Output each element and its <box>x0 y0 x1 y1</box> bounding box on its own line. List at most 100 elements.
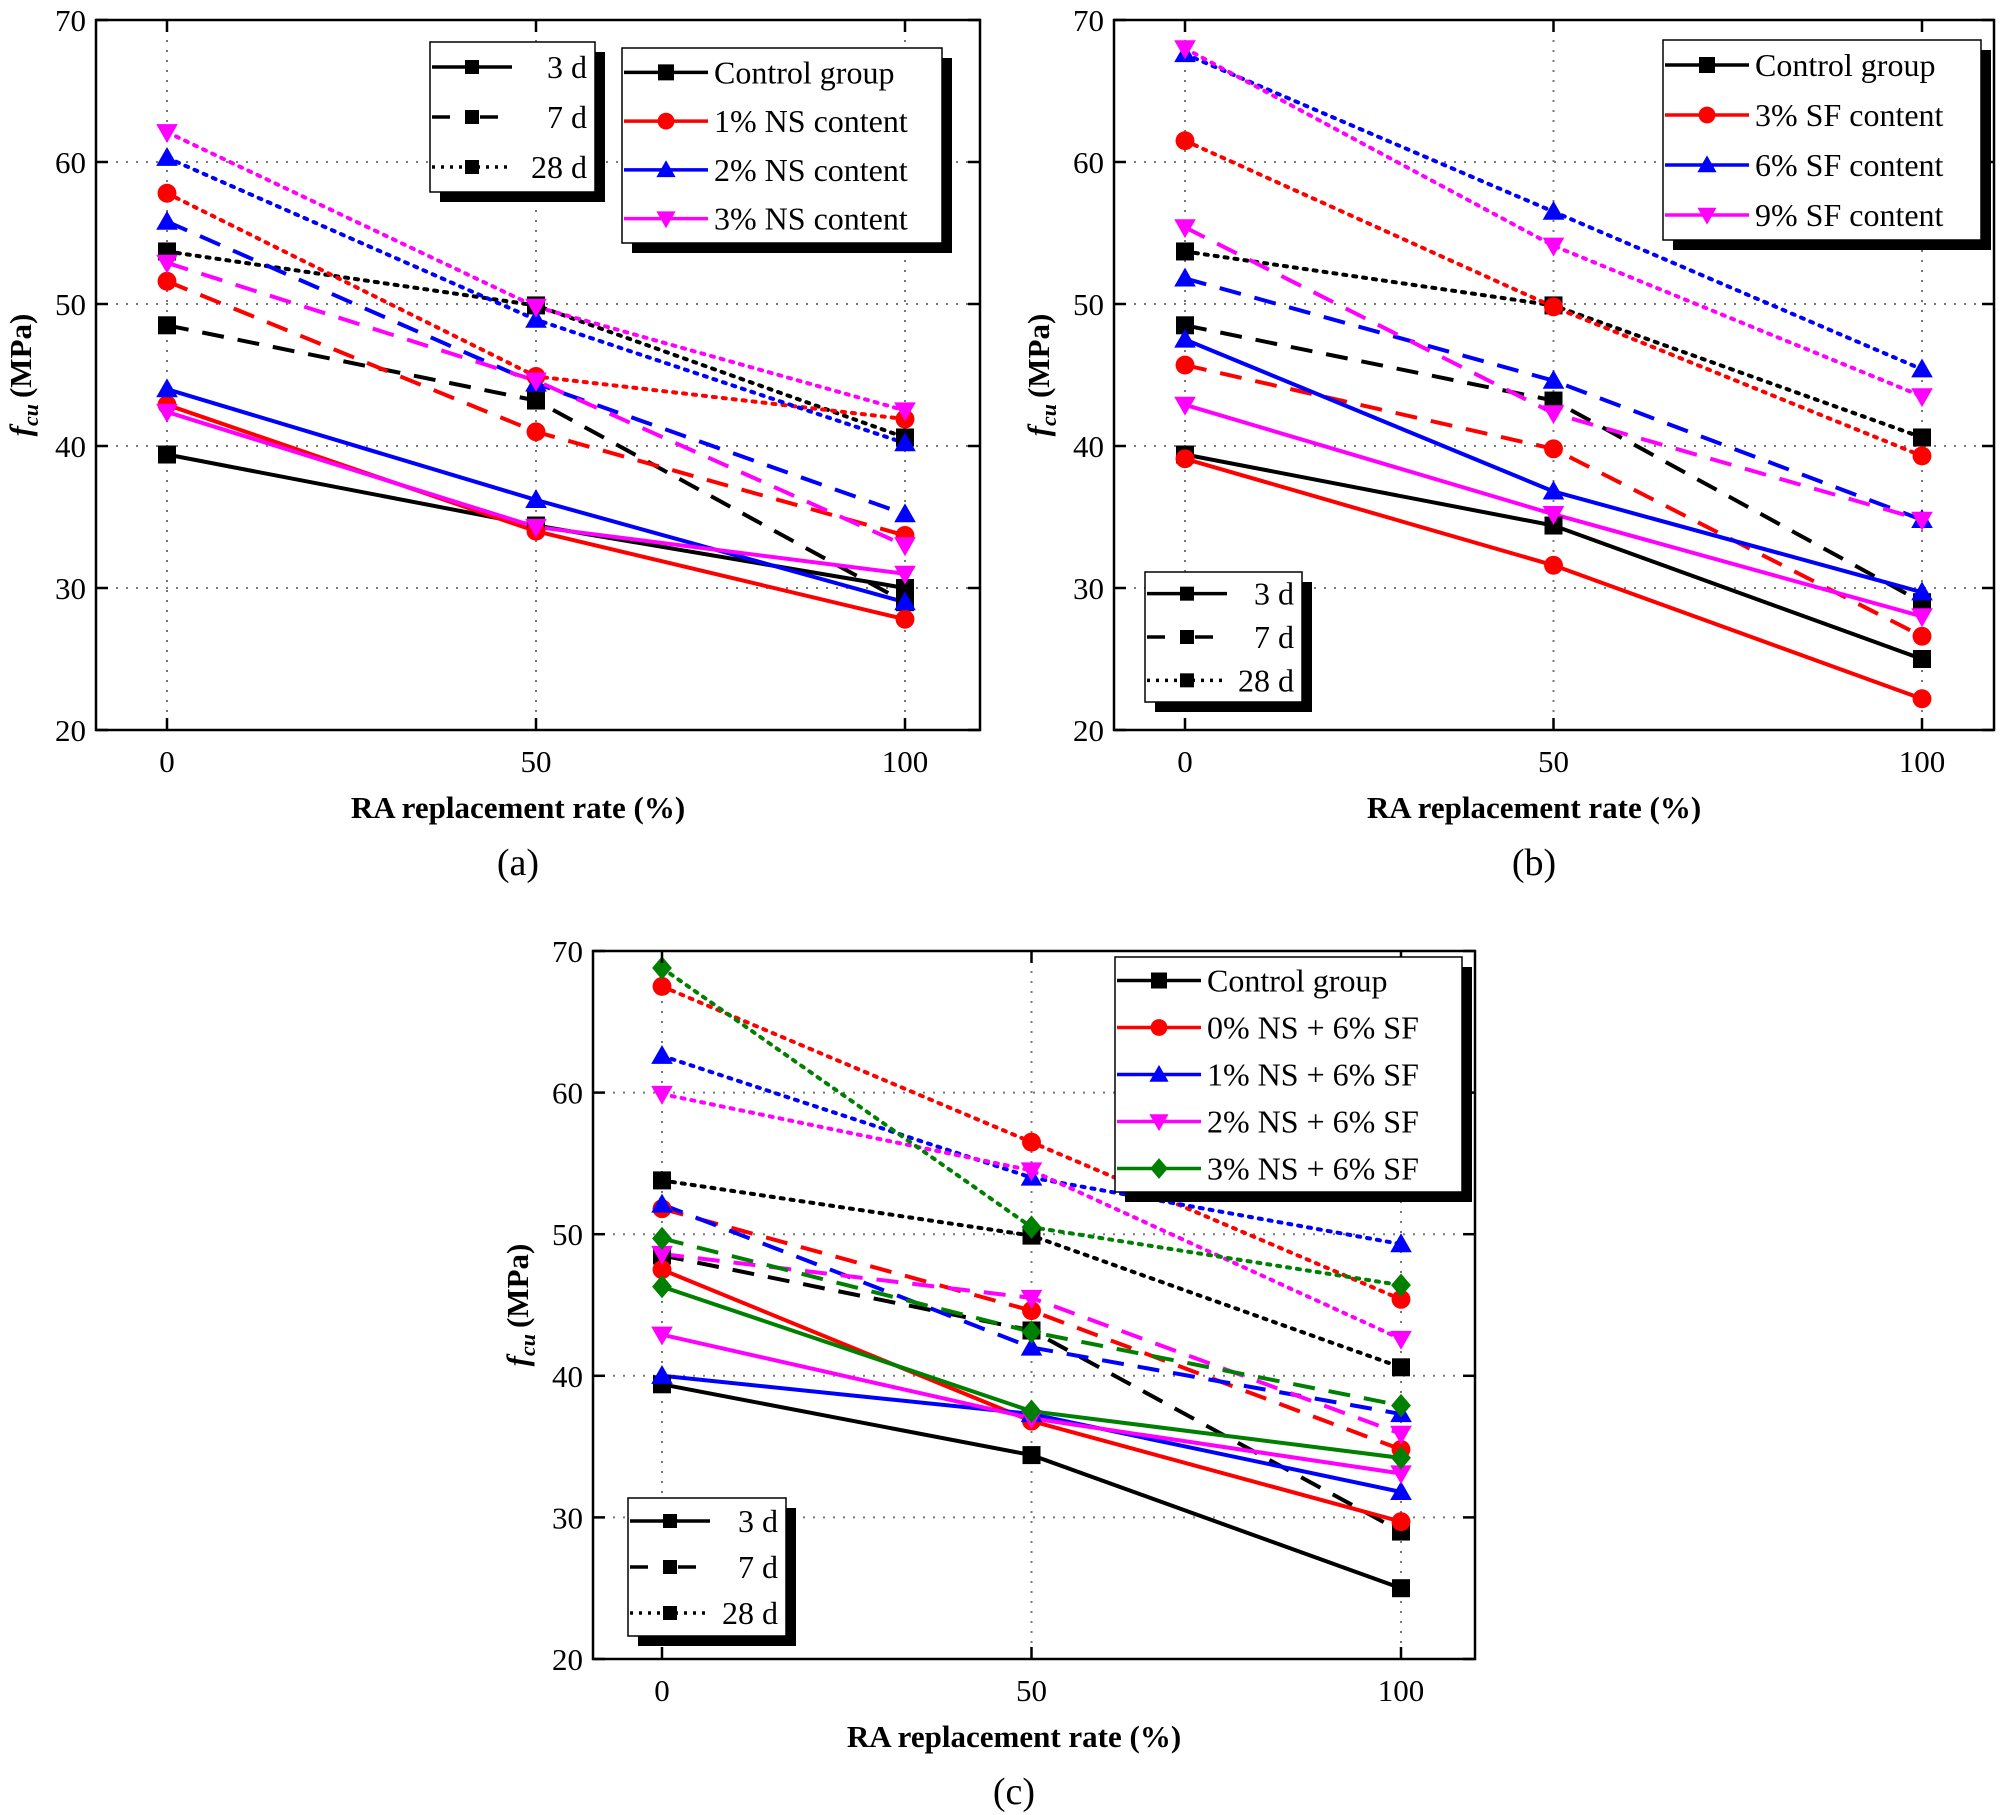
legend-marker-triangle-down-icon <box>656 211 676 229</box>
data-point-3-ns-6-sf-28d-50 <box>1021 1215 1042 1239</box>
data-point-2-ns-content-3d-50 <box>525 489 547 509</box>
legend-marker-square-icon <box>1180 630 1194 644</box>
data-point-1-ns-content-7d-50 <box>526 422 546 442</box>
ticks-c: 20 30 40 50 60 70 0 50 100 <box>552 934 1475 1708</box>
legend-label: 28 d <box>722 1595 778 1631</box>
y-tick-label: 40 <box>552 1359 583 1394</box>
y-axis-symbol-b: f <box>1021 423 1056 436</box>
data-point-3-ns-content-7d-50 <box>525 372 547 392</box>
data-point-6-sf-content-28d-100 <box>1911 358 1933 378</box>
data-point-1-ns-6-sf-3d-0 <box>651 1365 673 1384</box>
y-tick-label: 50 <box>1073 287 1104 322</box>
x-tick-label: 100 <box>1378 1673 1425 1708</box>
legend-label: Control group <box>1755 47 1935 83</box>
y-tick-label: 50 <box>55 287 86 322</box>
y-tick-label: 70 <box>552 934 583 969</box>
panel-label-b: (b) <box>1512 842 1556 884</box>
data-point-2-ns-6-sf-7d-100 <box>1390 1425 1412 1445</box>
y-tick-label: 60 <box>552 1076 583 1111</box>
data-point-9-sf-content-3d-0 <box>1174 396 1196 416</box>
legend-label: 3% NS content <box>714 201 908 237</box>
data-point-3-sf-content-7d-100 <box>1912 626 1932 646</box>
y-axis-subscript-b: cu <box>1036 404 1061 426</box>
data-point-1-ns-content-7d-0 <box>157 271 177 291</box>
y-tick-label: 20 <box>552 1642 583 1677</box>
y-axis-title-b: fcu (MPa) <box>1021 314 1061 437</box>
y-axis-title-c: fcu (MPa) <box>500 1244 540 1367</box>
panel-label-a: (a) <box>497 842 539 884</box>
data-point-2-ns-6-sf-7d-50 <box>1020 1289 1043 1309</box>
x-tick-label: 100 <box>882 744 929 779</box>
data-point-9-sf-content-28d-50 <box>1542 237 1565 257</box>
data-point-9-sf-content-28d-100 <box>1911 388 1933 408</box>
legend-label: 3 d <box>738 1503 778 1539</box>
data-point-control-group-3d-100 <box>1913 650 1931 668</box>
data-point-2-ns-6-sf-3d-0 <box>651 1326 673 1346</box>
y-tick-label: 60 <box>1073 145 1104 180</box>
data-point-control-group-3d-100 <box>1392 1579 1410 1598</box>
data-point-2-ns-6-sf-28d-100 <box>1390 1330 1412 1350</box>
data-point-3-ns-6-sf-7d-100 <box>1391 1393 1411 1418</box>
data-point-3-ns-content-7d-100 <box>894 537 916 557</box>
y-tick-label: 30 <box>552 1500 583 1535</box>
data-point-2-ns-content-28d-0 <box>156 146 178 166</box>
ticks-b: 20 30 40 50 60 70 0 50 100 <box>1073 3 1994 779</box>
data-point-2-ns-content-28d-100 <box>894 432 916 452</box>
data-point-2-ns-6-sf-28d-50 <box>1020 1162 1043 1182</box>
legend-label: 7 d <box>738 1549 778 1585</box>
data-point-1-ns-6-sf-7d-50 <box>1020 1336 1043 1356</box>
y-tick-label: 30 <box>55 571 86 606</box>
y-tick-label: 60 <box>55 145 86 180</box>
legend-marker-square-icon <box>1180 673 1194 688</box>
data-point-1-ns-6-sf-3d-100 <box>1390 1481 1412 1501</box>
data-point-3-sf-content-3d-0 <box>1175 449 1195 469</box>
legend-label: 9% SF content <box>1755 197 1944 233</box>
legend-label: 0% NS + 6% SF <box>1207 1010 1419 1046</box>
data-point-1-ns-6-sf-28d-0 <box>651 1044 673 1064</box>
legend-marker-square-icon <box>1151 972 1167 989</box>
data-point-3-ns-6-sf-28d-0 <box>652 956 672 980</box>
data-point-6-sf-content-3d-100 <box>1911 581 1933 601</box>
data-point-0-ns-6-sf-7d-50 <box>1022 1301 1041 1321</box>
panel-b: 20 30 40 50 60 70 0 50 100 RA replacement rate (… <box>1021 3 1996 884</box>
group-legend-a: Control group 1% NS content 2% NS content 3… <box>621 47 952 253</box>
data-point-3-ns-content-28d-50 <box>525 298 547 318</box>
series-line-3-ns-content-7d <box>166 260 906 548</box>
legend-label: 28 d <box>531 149 587 185</box>
data-point-3-ns-6-sf-3d-50 <box>1021 1399 1042 1423</box>
y-axis-unit-c: (MPa) <box>500 1244 535 1328</box>
series-line-6-sf-content-7d <box>1184 276 1923 522</box>
legend-label: 7 d <box>547 99 587 135</box>
x-tick-label: 50 <box>521 744 552 779</box>
y-tick-label: 40 <box>55 429 86 464</box>
data-point-9-sf-content-7d-0 <box>1174 219 1196 239</box>
data-point-6-sf-content-3d-50 <box>1542 480 1565 500</box>
legend-marker-triangle-down-icon <box>1149 1114 1169 1132</box>
legend-marker-square-icon <box>663 1560 677 1574</box>
series-c <box>651 956 1412 1598</box>
x-tick-label: 0 <box>654 1673 670 1708</box>
data-point-control-group-28d-0 <box>1176 242 1194 261</box>
legend-marker-square-icon <box>1180 586 1194 601</box>
data-point-0-ns-6-sf-28d-50 <box>1022 1132 1041 1152</box>
data-point-control-group-28d-100 <box>1392 1358 1410 1377</box>
data-point-3-ns-content-7d-0 <box>156 254 178 274</box>
series-line-2-ns-6-sf-28d <box>660 1092 1403 1341</box>
data-point-9-sf-content-3d-50 <box>1542 506 1565 525</box>
legend-marker-triangle-up-icon <box>1149 1064 1169 1082</box>
legend-label: Control group <box>1207 963 1387 999</box>
legend-box <box>1662 39 1982 241</box>
x-tick-label: 50 <box>1016 1673 1047 1708</box>
data-point-3-sf-content-3d-50 <box>1544 555 1563 575</box>
data-point-2-ns-content-3d-0 <box>156 378 178 398</box>
plot-frame-a <box>94 18 982 732</box>
x-axis-title-c: RA replacement rate (%) <box>847 1719 1181 1754</box>
legend-marker-square-icon <box>465 110 479 124</box>
data-point-3-ns-content-3d-0 <box>156 403 178 423</box>
group-legend-b: Control group 3% SF content 6% SF content 9… <box>1662 39 1991 250</box>
data-point-control-group-3d-50 <box>1544 516 1563 535</box>
data-point-control-group-28d-100 <box>1913 428 1931 447</box>
legend-marker-diamond-icon <box>1150 1158 1168 1179</box>
age-legend-b: 3 d 7 d 28 d <box>1144 571 1312 712</box>
